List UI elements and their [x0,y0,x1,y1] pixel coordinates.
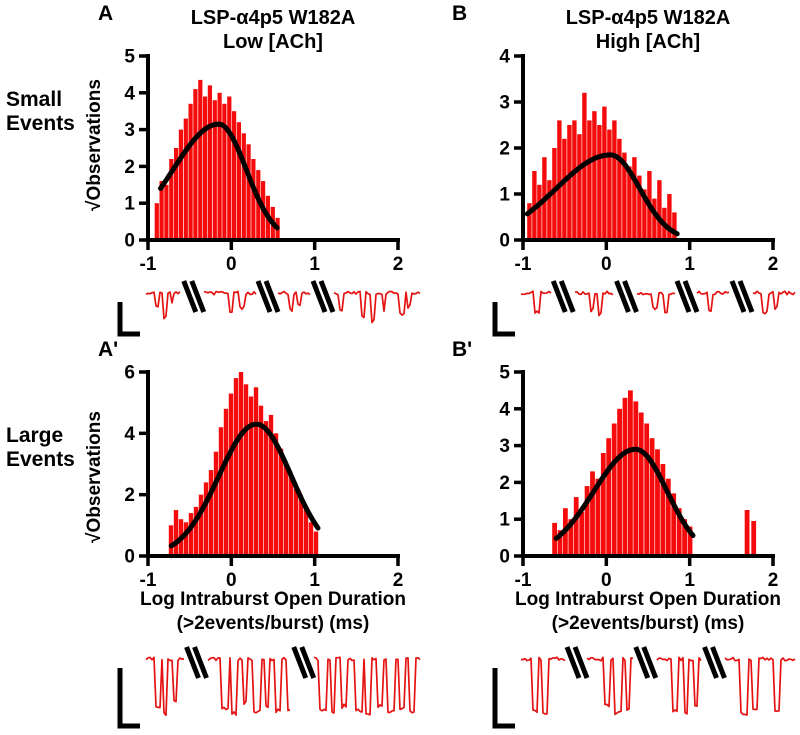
x-axis-label-line1: Log Intraburst Open Duration [140,589,406,610]
svg-text:0: 0 [499,231,510,252]
x-axis-label-line1: Log Intraburst Open Duration [515,589,781,610]
svg-text:1: 1 [499,185,510,206]
svg-text:-1: -1 [140,570,157,591]
svg-text:3: 3 [499,436,510,457]
svg-text:2: 2 [499,139,510,160]
svg-text:2: 2 [499,473,510,494]
chart-title-line2: High [ACh] [595,31,701,53]
svg-text:5: 5 [499,363,510,384]
svg-text:-1: -1 [140,254,157,275]
row-label-small-events: Small Events [6,88,75,136]
x-axis-label-a-prime: Log Intraburst Open Duration (>2events/b… [103,588,443,636]
chart-title-line1: LSP-α4p5 W182A [190,7,356,29]
svg-text:0: 0 [124,231,135,252]
svg-text:4: 4 [499,47,510,68]
y-axis-label-a-prime: √Observations [84,411,105,543]
panel-letter-b-prime: B' [452,338,473,361]
row-label-line: Large [6,424,64,447]
svg-text:2: 2 [768,570,779,591]
svg-text:5: 5 [124,47,135,68]
x-axis-label-line2: (>2events/burst) (ms) [176,612,370,634]
svg-text:-1: -1 [515,570,532,591]
svg-text:0: 0 [499,547,510,568]
svg-text:6: 6 [124,363,135,384]
svg-text:2: 2 [393,570,404,591]
panel-letter-b: B [452,2,468,25]
row-label-line: Events [6,112,75,136]
svg-text:2: 2 [768,254,779,275]
x-axis-label-line2: (>2events/burst) (ms) [551,612,745,634]
chart-title-low-ach: LSP-α4p5 W182A Low [ACh] [123,6,423,54]
svg-text:1: 1 [684,254,695,275]
svg-text:0: 0 [226,254,237,275]
panel-letter-a: A [98,2,114,25]
svg-text:0: 0 [124,547,135,568]
svg-text:1: 1 [684,570,695,591]
svg-text:0: 0 [601,254,612,275]
svg-text:-1: -1 [515,254,532,275]
current-trace-small-high [492,280,796,337]
svg-text:1: 1 [309,570,320,591]
y-axis-label-a: √Observations [84,79,105,211]
current-trace-large-high [492,646,796,729]
current-trace-large-low [117,646,421,729]
svg-text:0: 0 [226,570,237,591]
svg-text:4: 4 [124,83,135,104]
panel-letter-a-prime: A' [98,338,119,361]
chart-title-line2: Low [ACh] [223,31,323,53]
row-label-large-events: Large Events [6,424,75,472]
svg-text:1: 1 [309,254,320,275]
svg-text:0: 0 [601,570,612,591]
row-label-line: Small [6,88,63,111]
row-label-line: Events [6,448,75,472]
svg-text:4: 4 [124,424,135,445]
current-trace-small-low [117,280,421,337]
svg-text:3: 3 [124,120,135,141]
x-axis-label-b-prime: Log Intraburst Open Duration (>2events/b… [478,588,800,636]
chart-title-high-ach: LSP-α4p5 W182A High [ACh] [498,6,798,54]
svg-text:2: 2 [124,485,135,506]
svg-text:3: 3 [499,93,510,114]
svg-text:2: 2 [124,157,135,178]
svg-text:1: 1 [124,194,135,215]
svg-text:2: 2 [393,254,404,275]
chart-title-line1: LSP-α4p5 W182A [565,7,731,29]
svg-text:4: 4 [499,399,510,420]
svg-text:1: 1 [499,510,510,531]
